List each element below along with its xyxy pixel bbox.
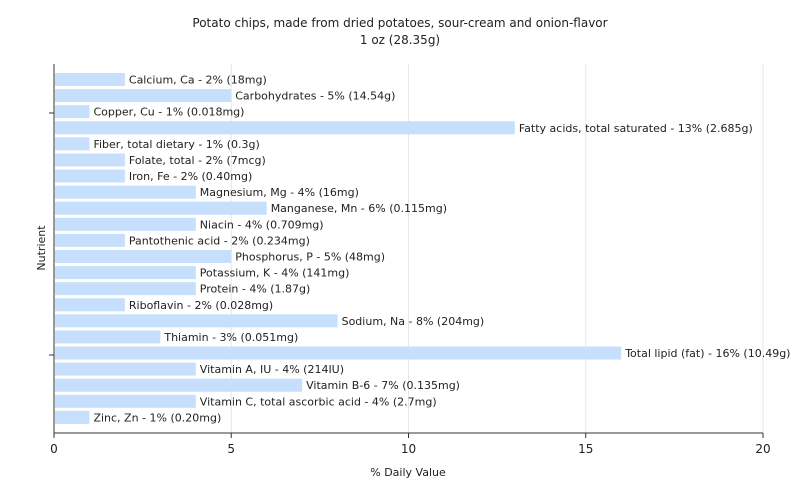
bar bbox=[55, 233, 125, 247]
bar bbox=[55, 378, 303, 392]
bar-label: Fatty acids, total saturated - 13% (2.68… bbox=[519, 122, 753, 135]
bar-label: Vitamin B-6 - 7% (0.135mg) bbox=[306, 379, 460, 392]
bar-label: Phosphorus, P - 5% (48mg) bbox=[235, 250, 385, 263]
chart-subtitle: 1 oz (28.35g) bbox=[360, 33, 440, 47]
x-axis-title: % Daily Value bbox=[370, 466, 446, 479]
bars: Calcium, Ca - 2% (18mg) Carbohydrates - 5… bbox=[55, 73, 790, 424]
x-tick-label: 10 bbox=[401, 442, 416, 456]
bar bbox=[55, 266, 196, 280]
bar-label: Total lipid (fat) - 16% (10.49g) bbox=[624, 347, 790, 360]
x-tick-label: 5 bbox=[227, 442, 235, 456]
bar-label: Copper, Cu - 1% (0.018mg) bbox=[93, 106, 244, 119]
bar bbox=[55, 362, 196, 376]
bar-label: Carbohydrates - 5% (14.54g) bbox=[235, 90, 395, 103]
bar bbox=[55, 217, 196, 231]
axes bbox=[49, 64, 763, 434]
bar-label: Riboflavin - 2% (0.028mg) bbox=[129, 299, 273, 312]
bar bbox=[55, 410, 90, 424]
bar-label: Iron, Fe - 2% (0.40mg) bbox=[129, 170, 252, 183]
grid-lines bbox=[230, 64, 764, 433]
bar bbox=[55, 314, 338, 328]
bar bbox=[55, 153, 125, 167]
chart-title: Potato chips, made from dried potatoes, … bbox=[192, 16, 607, 30]
bar bbox=[55, 185, 196, 199]
x-tick-label: 15 bbox=[578, 442, 593, 456]
bar-label: Pantothenic acid - 2% (0.234mg) bbox=[129, 234, 310, 247]
bar bbox=[55, 105, 90, 119]
x-tick-label: 0 bbox=[50, 442, 58, 456]
bar-label: Protein - 4% (1.87g) bbox=[200, 283, 311, 296]
bar bbox=[55, 169, 125, 183]
bar-label: Manganese, Mn - 6% (0.115mg) bbox=[271, 202, 447, 215]
x-ticks: 0 5 10 15 20 bbox=[50, 433, 771, 456]
bar-label: Niacin - 4% (0.709mg) bbox=[200, 218, 324, 231]
bar-label: Potassium, K - 4% (141mg) bbox=[200, 267, 350, 280]
bar bbox=[55, 298, 125, 312]
bar bbox=[55, 346, 622, 360]
bar bbox=[55, 89, 232, 103]
bar-label: Fiber, total dietary - 1% (0.3g) bbox=[93, 138, 259, 151]
bar bbox=[55, 330, 161, 344]
bar-label: Thiamin - 3% (0.051mg) bbox=[163, 331, 298, 344]
bar-label: Sodium, Na - 8% (204mg) bbox=[342, 315, 485, 328]
bar-label: Vitamin C, total ascorbic acid - 4% (2.7… bbox=[200, 395, 437, 408]
bar bbox=[55, 73, 125, 86]
bar bbox=[55, 137, 90, 151]
bar-label: Folate, total - 2% (7mcg) bbox=[129, 154, 266, 167]
bar-label: Vitamin A, IU - 4% (214IU) bbox=[200, 363, 344, 376]
bar bbox=[55, 201, 267, 215]
x-tick-label: 20 bbox=[755, 442, 770, 456]
bar bbox=[55, 282, 196, 296]
bar-label: Zinc, Zn - 1% (0.20mg) bbox=[93, 411, 221, 424]
bar-label: Magnesium, Mg - 4% (16mg) bbox=[200, 186, 359, 199]
bar bbox=[55, 394, 196, 408]
y-axis-title: Nutrient bbox=[35, 225, 48, 271]
bar bbox=[55, 121, 515, 135]
bar bbox=[55, 249, 232, 263]
bar-label: Calcium, Ca - 2% (18mg) bbox=[129, 74, 267, 87]
